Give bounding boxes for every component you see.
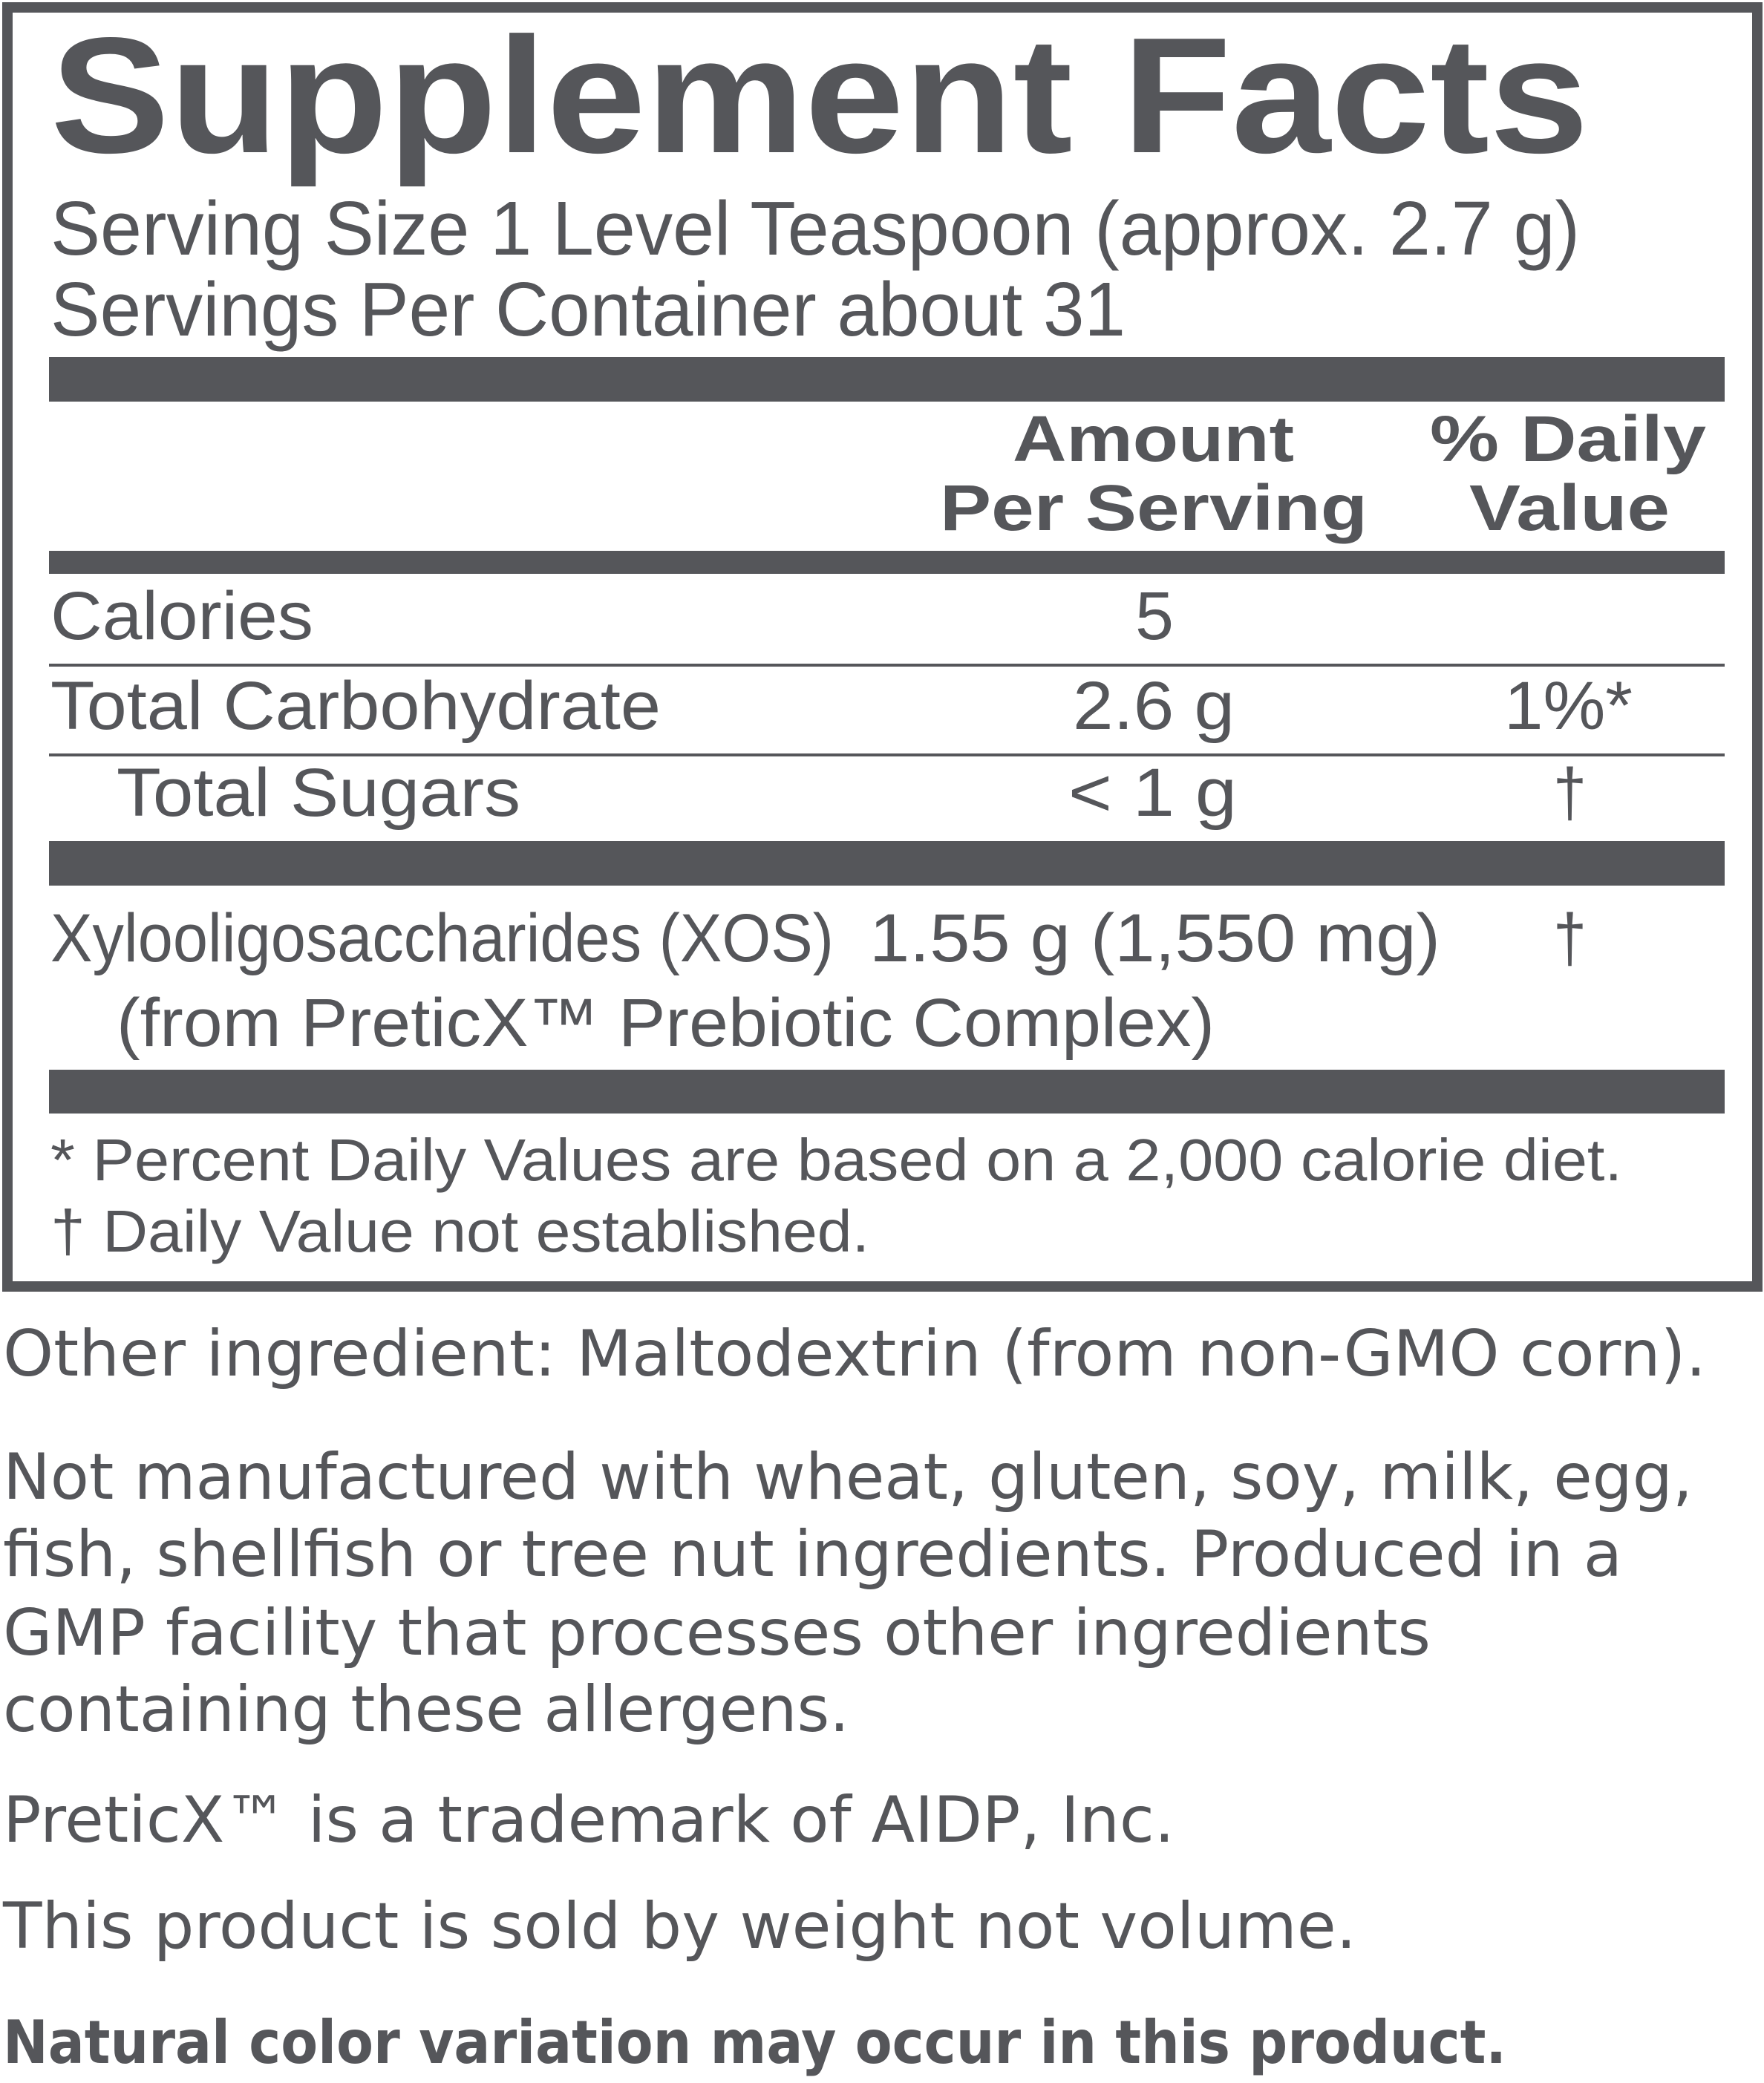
row-name-total-carbohydrate: Total Carbohydrate bbox=[50, 667, 662, 744]
amount-header-line1: Amount bbox=[1013, 403, 1294, 476]
row-divider bbox=[49, 753, 1725, 756]
divider-bar bbox=[49, 357, 1725, 402]
allergen-statement-line: fish, shellfish or tree nut ingredients.… bbox=[3, 1517, 1622, 1592]
other-ingredient: Other ingredient: Maltodextrin (from non… bbox=[3, 1316, 1706, 1391]
supplement-facts-panel bbox=[2, 2, 1763, 1292]
row-divider bbox=[49, 664, 1725, 667]
allergen-statement-line: Not manufactured with wheat, gluten, soy… bbox=[3, 1439, 1693, 1514]
row-amount-total-sugars: < 1 g bbox=[1068, 754, 1237, 831]
row-amount-calories: 5 bbox=[1135, 578, 1174, 654]
footnote-not-established: † Daily Value not established. bbox=[50, 1198, 869, 1264]
color-variation-note: Natural color variation may occur in thi… bbox=[3, 2008, 1506, 2077]
row-source-xos: (from PreticX™ Prebiotic Complex) bbox=[117, 984, 1215, 1061]
row-dv-total-carbohydrate: 1%* bbox=[1504, 667, 1633, 744]
divider-bar bbox=[49, 551, 1725, 574]
divider-bar bbox=[49, 841, 1725, 886]
allergen-statement-line: GMP facility that processes other ingred… bbox=[3, 1595, 1431, 1670]
row-dv-total-sugars: † bbox=[1553, 754, 1587, 831]
footnote-daily-values: * Percent Daily Values are based on a 2,… bbox=[50, 1127, 1622, 1193]
row-name-xos: Xylooligosaccharides (XOS) bbox=[50, 900, 834, 976]
divider-bar bbox=[49, 1070, 1725, 1114]
servings-per-container: Servings Per Container about 31 bbox=[50, 266, 1126, 353]
daily-value-header-line1: % Daily bbox=[1430, 403, 1706, 476]
trademark-note: PreticX™ is a trademark of AIDP, Inc. bbox=[3, 1782, 1175, 1857]
row-dv-xos: † bbox=[1553, 900, 1587, 976]
serving-size: Serving Size 1 Level Teaspoon (approx. 2… bbox=[50, 186, 1580, 272]
weight-note: This product is sold by weight not volum… bbox=[3, 1889, 1356, 1963]
row-name-total-sugars: Total Sugars bbox=[117, 754, 520, 831]
row-amount-total-carbohydrate: 2.6 g bbox=[1073, 667, 1235, 744]
panel-title: Supplement Facts bbox=[50, 4, 1589, 189]
row-amount-xos: 1.55 g (1,550 mg) bbox=[869, 900, 1440, 976]
daily-value-header-line2: Value bbox=[1469, 472, 1670, 545]
amount-header-line2: Per Serving bbox=[940, 472, 1368, 545]
allergen-statement-line: containing these allergens. bbox=[3, 1672, 849, 1747]
row-name-calories: Calories bbox=[50, 578, 313, 654]
